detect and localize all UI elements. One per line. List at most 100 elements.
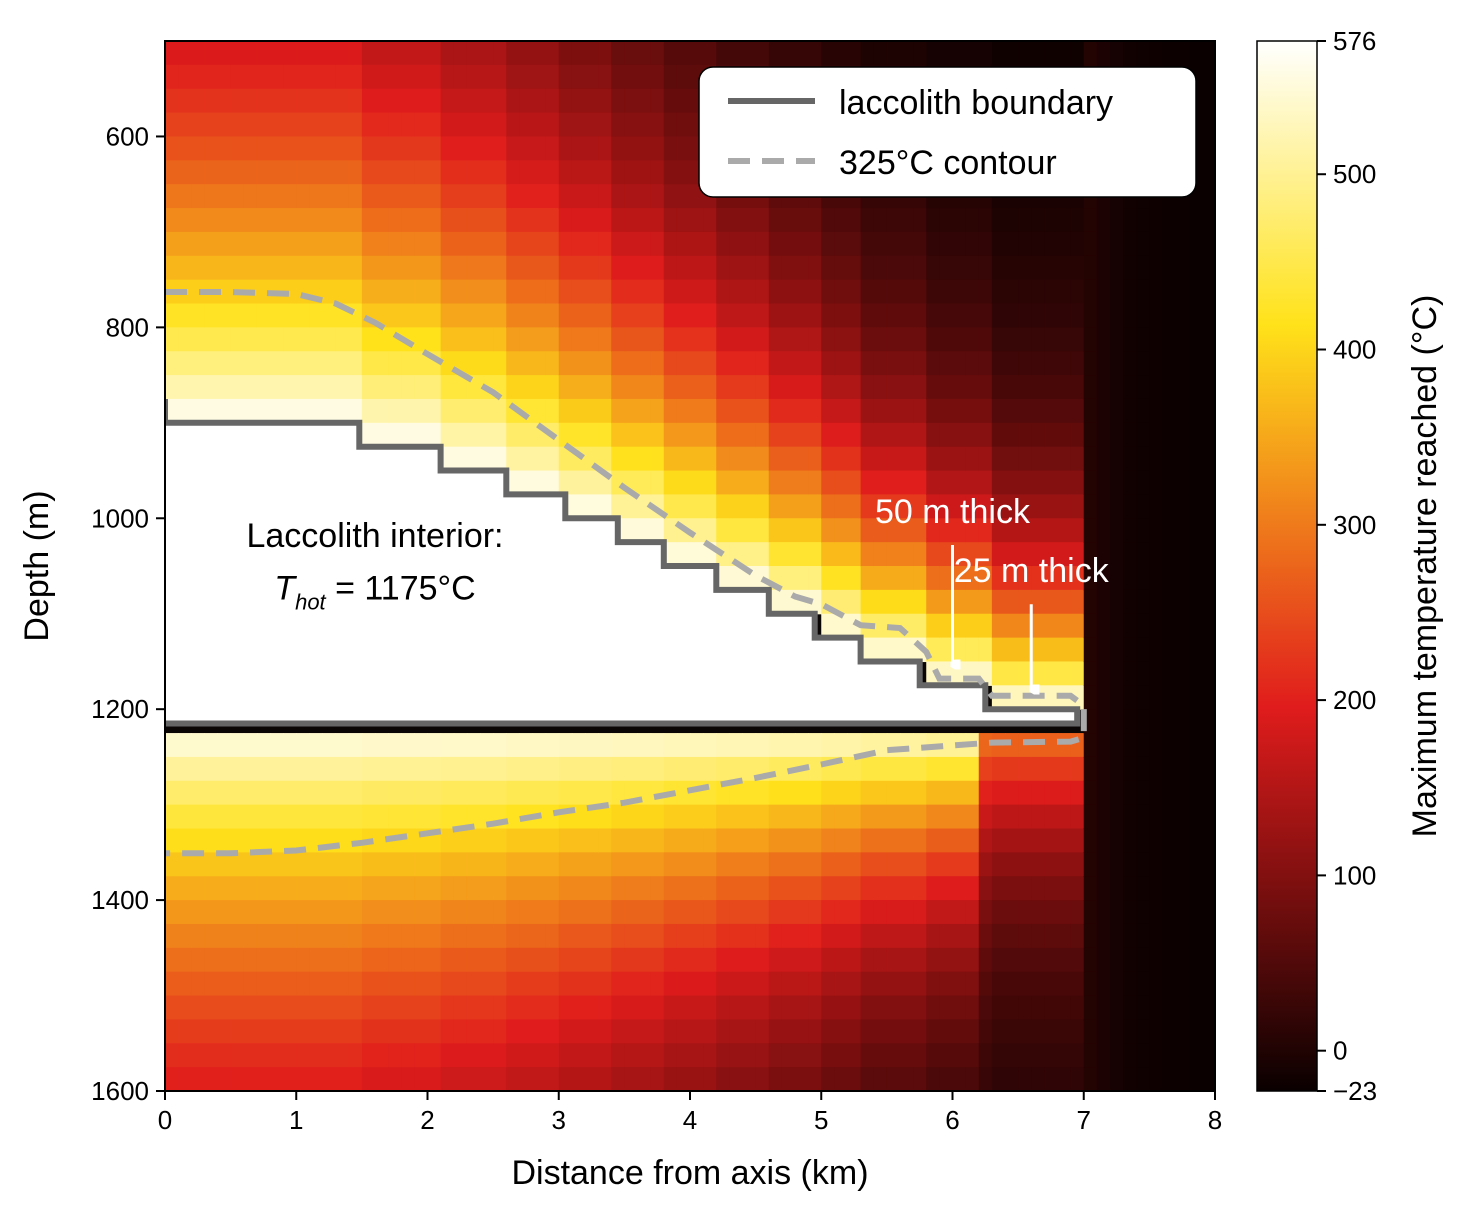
heatmap-cell [873,876,888,901]
heatmap-cell [978,398,993,424]
heatmap-cell [965,446,980,472]
heatmap-cell [178,923,192,949]
heatmap-cell [440,923,455,949]
heatmap-cell [506,1043,520,1068]
heatmap-cell [755,900,770,925]
heatmap-cell [952,470,967,496]
heatmap-cell [795,41,809,66]
heatmap-cell [926,828,940,853]
heatmap-cell [663,804,678,830]
x-tick-label: 1 [289,1105,303,1135]
heatmap-cell [611,804,625,830]
heatmap-cell [598,208,612,233]
heatmap-cell [230,112,245,138]
heatmap-cell [821,255,835,281]
heatmap-cell [768,1043,783,1068]
heatmap-cell [1175,995,1190,1021]
heatmap-cell [506,422,520,448]
heatmap-cell [1188,637,1203,663]
heatmap-cell [1175,613,1190,639]
heatmap-cell [808,518,822,543]
heatmap-cell [703,1019,717,1044]
heatmap-cell [716,947,730,973]
heatmap-cell [191,923,205,949]
heatmap-cell [1005,947,1019,973]
heatmap-cell [1096,756,1111,782]
heatmap-cell [375,1019,389,1044]
heatmap-cell [873,780,888,806]
heatmap-cell [847,494,862,519]
heatmap-cell [873,446,888,472]
heatmap-cell [558,422,573,448]
heatmap-cell [506,375,520,400]
heatmap-cell [388,88,402,114]
heatmap-cell [243,1019,258,1044]
heatmap-cell [1162,351,1177,376]
heatmap-cell [243,160,258,185]
heatmap-cell [1162,398,1177,424]
heatmap-cell [296,112,310,138]
legend: laccolith boundary 325°C contour [698,66,1197,198]
heatmap-cell [230,41,245,66]
heatmap-cell [834,422,849,448]
heatmap-cell [217,279,232,305]
heatmap-cell [991,398,1006,424]
heatmap-cell [375,804,389,830]
heatmap-cell [1018,208,1032,233]
heatmap-cell [900,41,914,66]
heatmap-cell [414,780,429,806]
heatmap-cell [886,398,901,424]
heatmap-cell [401,780,415,806]
heatmap-cell [1123,208,1137,233]
heatmap-cell [913,971,927,997]
heatmap-cell [322,876,337,901]
heatmap-cell [965,566,980,591]
heatmap-cell [926,756,940,782]
heatmap-cell [217,947,232,973]
heatmap-cell [217,255,232,281]
heatmap-cell [1031,351,1045,376]
heatmap-cell [165,756,179,782]
heatmap-cell [322,160,337,185]
heatmap-cell [1031,41,1045,66]
heatmap-cell [952,1067,967,1091]
heatmap-cell [1070,375,1085,400]
heatmap-cell [1123,303,1137,328]
heatmap-cell [375,64,389,90]
heatmap-cell [755,876,770,901]
heatmap-cell [466,733,481,758]
heatmap-cell [322,900,337,925]
heatmap-cell [781,231,796,257]
heatmap-cell [532,1067,547,1091]
heatmap-cell [585,995,599,1021]
heatmap-cell [348,231,363,257]
heatmap-cell [1031,303,1045,328]
heatmap-cell [1149,876,1164,901]
heatmap-cell [440,208,455,233]
heatmap-cell [375,1067,389,1091]
heatmap-cell [781,208,796,233]
heatmap-cell [309,41,324,66]
heatmap-cell [1096,518,1111,543]
heatmap-cell [348,208,363,233]
heatmap-cell [453,398,468,424]
heatmap-cell [729,255,744,281]
heatmap-cell [913,470,927,496]
heatmap-cell [480,184,494,209]
heatmap-cell [348,756,363,782]
heatmap-cell [690,375,704,400]
heatmap-cell [913,1067,927,1091]
heatmap-cell [466,184,481,209]
heatmap-cell [335,947,350,973]
heatmap-cell [834,255,849,281]
heatmap-cell [1070,756,1085,782]
heatmap-cell [952,351,967,376]
heatmap-cell [519,88,534,114]
heatmap-cell [808,780,822,806]
heatmap-cell [926,947,940,973]
heatmap-cell [650,852,665,877]
heatmap-cell [1188,661,1203,686]
heatmap-cell [361,422,376,448]
heatmap-cell [532,184,547,209]
heatmap-cell [1201,900,1215,925]
